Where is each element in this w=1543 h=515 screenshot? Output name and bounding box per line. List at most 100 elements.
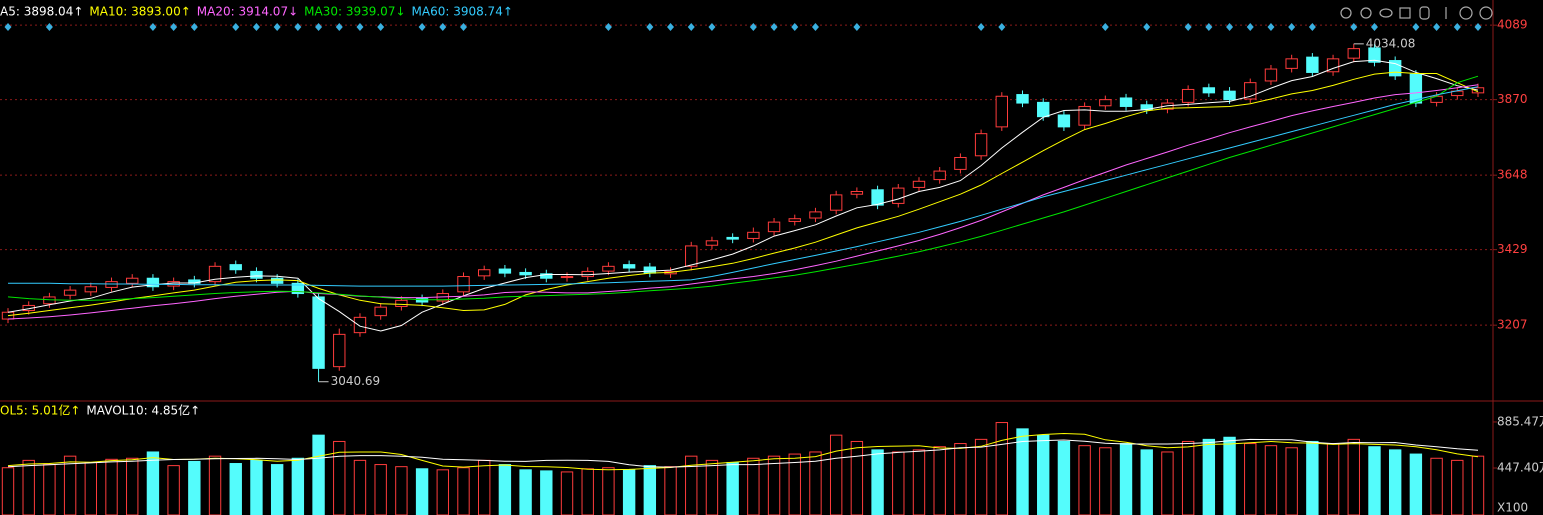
candle-body (1347, 48, 1360, 59)
zoom-out-icon[interactable] (1479, 6, 1493, 20)
volume-bar (1388, 449, 1402, 515)
candle-body (395, 299, 408, 307)
signal-marker (1205, 23, 1213, 31)
settings-icon[interactable] (1340, 7, 1352, 19)
candle-body (374, 306, 387, 317)
hand-icon[interactable] (1419, 6, 1430, 20)
volume-bar (1451, 459, 1464, 515)
signal-marker (356, 23, 364, 31)
candle-body (208, 265, 222, 283)
candle-body (478, 269, 491, 277)
volume-bar (747, 457, 760, 515)
volume-bar (705, 459, 719, 515)
volume-bar (622, 469, 636, 515)
candle-body (933, 170, 946, 181)
volume-bar (1244, 443, 1257, 515)
candle-body (1016, 94, 1029, 104)
volume-bar (291, 457, 305, 515)
signal-marker (1453, 23, 1461, 31)
candle-body (602, 265, 615, 272)
volume-bar (188, 460, 201, 515)
volume-bar (1326, 443, 1340, 515)
candle-body (519, 271, 532, 276)
signal-marker (170, 23, 178, 31)
candle-body (229, 264, 242, 271)
candle-body (1181, 88, 1195, 103)
signal-marker (1143, 23, 1151, 31)
candle-body (312, 296, 325, 369)
volume-bar (1140, 449, 1153, 515)
candle-body (250, 270, 263, 279)
candle-body (63, 289, 77, 296)
signal-marker (1184, 23, 1192, 31)
volume-bar (871, 449, 884, 515)
candle-body (167, 281, 180, 287)
signal-marker (604, 23, 612, 31)
volume-bar (250, 459, 263, 515)
candle-body (1306, 56, 1319, 73)
candle-body (1244, 82, 1257, 100)
volume-bar (208, 455, 222, 515)
legend-entry: MA20: 3914.07↓ (197, 5, 298, 19)
volume-bar (353, 459, 367, 515)
legend-entry: MAVOL10: 4.85亿↑ (86, 403, 200, 418)
signal-marker (1350, 23, 1358, 31)
clear-icon[interactable] (1399, 7, 1411, 19)
volume-bar (126, 457, 139, 515)
signal-marker (4, 23, 12, 31)
volume-bar (374, 464, 387, 515)
volume-bar (1, 467, 15, 515)
candle-body (892, 187, 905, 204)
volume-ma-line (7, 432, 1479, 471)
volume-bar (270, 464, 284, 515)
candle-body (1264, 68, 1278, 82)
signal-marker (853, 23, 861, 31)
candle-body (871, 189, 884, 206)
signal-marker (459, 23, 467, 31)
signal-marker (749, 23, 757, 31)
candle-body (788, 218, 801, 222)
volume-bar (933, 446, 946, 515)
signal-marker (667, 23, 675, 31)
volume-bar (1264, 445, 1278, 515)
candle-body (415, 298, 429, 303)
volume-bar (1099, 447, 1112, 515)
volume-bar (974, 438, 988, 515)
volume-bar (1223, 436, 1236, 515)
volume-bar (1037, 434, 1050, 515)
candle-body (270, 277, 284, 284)
signal-marker (646, 23, 654, 31)
candle-body (1057, 114, 1071, 128)
signal-marker (1308, 23, 1316, 31)
candle-body (643, 266, 657, 274)
candle-body (126, 277, 139, 284)
volume-y-tick-label: 447.40万 (1497, 460, 1543, 474)
volume-ma-line (7, 438, 1479, 468)
volume-bar (1016, 428, 1029, 515)
candle-body (1, 311, 15, 320)
signal-marker (232, 23, 240, 31)
volume-bar (1471, 455, 1485, 515)
candle-body (1037, 101, 1050, 118)
eye-icon[interactable] (1379, 8, 1393, 18)
signal-marker (977, 23, 985, 31)
candle-body (974, 133, 988, 157)
signal-marker (190, 23, 198, 31)
candle-body (43, 296, 56, 305)
volume-bar (1285, 447, 1298, 515)
volume-bar (1078, 445, 1091, 515)
y-tick-label: 3429 (1497, 242, 1528, 256)
legend-entry: MA60: 3908.74↑ (412, 5, 513, 19)
volume-bar (1181, 440, 1195, 515)
volume-bar (1306, 440, 1319, 515)
toolbar (1340, 6, 1493, 20)
y-tick-label: 3870 (1497, 92, 1528, 106)
signal-marker (315, 23, 323, 31)
candle-body (291, 282, 305, 295)
candle-body (809, 211, 822, 219)
target-icon[interactable] (1360, 7, 1372, 19)
candle-body (685, 245, 698, 267)
zoom-in-icon[interactable] (1459, 6, 1473, 20)
signal-marker (708, 23, 716, 31)
